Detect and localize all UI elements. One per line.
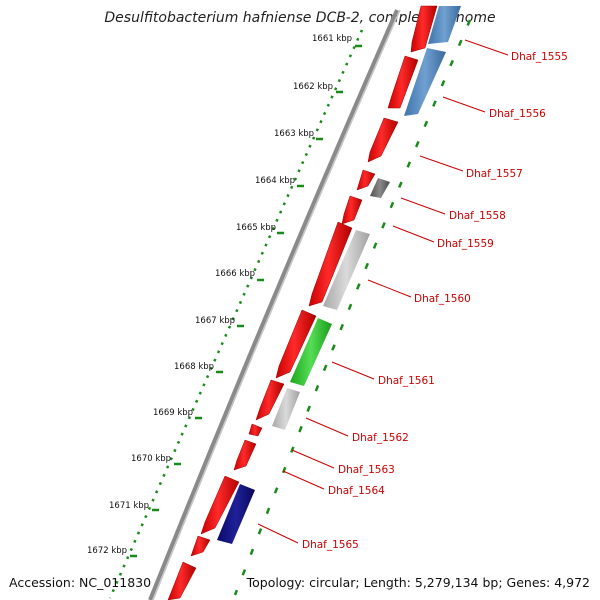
ruler-label: 1663 kbp: [274, 129, 314, 139]
cds-feature[interactable]: [275, 309, 317, 379]
accession-text: Accession: NC_011830: [9, 575, 152, 590]
inner-cds-track: [167, 5, 438, 600]
gene-bar-dhaf-1562[interactable]: [272, 388, 300, 430]
gene-label[interactable]: Dhaf_1559: [437, 238, 494, 250]
gene-label[interactable]: Dhaf_1563: [338, 464, 395, 476]
ruler-label: 1671 kbp: [109, 501, 149, 511]
ruler-labels: 1661 kbp 1662 kbp 1663 kbp 1664 kbp 1665…: [87, 34, 352, 556]
gene-bar-dhaf-1561[interactable]: [290, 318, 332, 386]
ruler-ticks: [130, 44, 362, 558]
outer-gene-track: [217, 6, 461, 544]
gene-label[interactable]: Dhaf_1561: [378, 375, 435, 387]
cds-feature[interactable]: [200, 475, 240, 535]
genome-backbone: [148, 9, 399, 600]
cds-feature[interactable]: [308, 221, 353, 307]
tick-track-dashes: [233, 19, 472, 596]
cds-feature[interactable]: [367, 117, 399, 163]
ruler-label: 1662 kbp: [293, 82, 333, 92]
cds-feature[interactable]: [233, 439, 257, 471]
gene-bar-dhaf-1565[interactable]: [217, 484, 255, 544]
gene-bar-dhaf-1558[interactable]: [370, 178, 390, 198]
gene-label[interactable]: Dhaf_1558: [449, 210, 506, 222]
gene-bar-dhaf-1555[interactable]: [428, 6, 461, 44]
cds-feature[interactable]: [356, 169, 376, 191]
ruler-label: 1667 kbp: [195, 316, 235, 326]
cds-feature[interactable]: [341, 195, 363, 225]
ruler-label: 1668 kbp: [174, 362, 214, 372]
ruler-label: 1666 kbp: [215, 269, 255, 279]
ruler-label: 1661 kbp: [312, 34, 352, 44]
label-leader-lines: [257, 39, 509, 544]
cds-feature[interactable]: [190, 535, 211, 557]
ruler-label: 1670 kbp: [131, 454, 171, 464]
cds-feature[interactable]: [255, 379, 285, 421]
gene-label[interactable]: Dhaf_1555: [511, 51, 568, 63]
ruler-label: 1672 kbp: [87, 546, 127, 556]
ruler-label: 1669 kbp: [153, 408, 193, 418]
gene-labels: Dhaf_1555 Dhaf_1556 Dhaf_1557 Dhaf_1558 …: [302, 51, 568, 551]
cds-feature[interactable]: [248, 423, 263, 437]
ruler-label: 1665 kbp: [236, 223, 276, 233]
cds-feature[interactable]: [410, 5, 438, 53]
gene-label[interactable]: Dhaf_1557: [466, 168, 523, 180]
gene-bar-dhaf-1560[interactable]: [323, 230, 370, 310]
gene-label[interactable]: Dhaf_1565: [302, 539, 359, 551]
gene-label[interactable]: Dhaf_1556: [489, 108, 546, 120]
gene-label[interactable]: Dhaf_1560: [414, 293, 471, 305]
gene-bar-dhaf-1556[interactable]: [404, 48, 446, 116]
genome-backbone-shadow: [152, 9, 401, 600]
ruler-label: 1664 kbp: [255, 176, 295, 186]
gene-label[interactable]: Dhaf_1564: [328, 485, 385, 497]
genome-summary-text: Topology: circular; Length: 5,279,134 bp…: [246, 575, 590, 590]
cds-feature[interactable]: [387, 55, 419, 109]
gene-label[interactable]: Dhaf_1562: [352, 432, 409, 444]
cds-feature[interactable]: [167, 561, 197, 600]
